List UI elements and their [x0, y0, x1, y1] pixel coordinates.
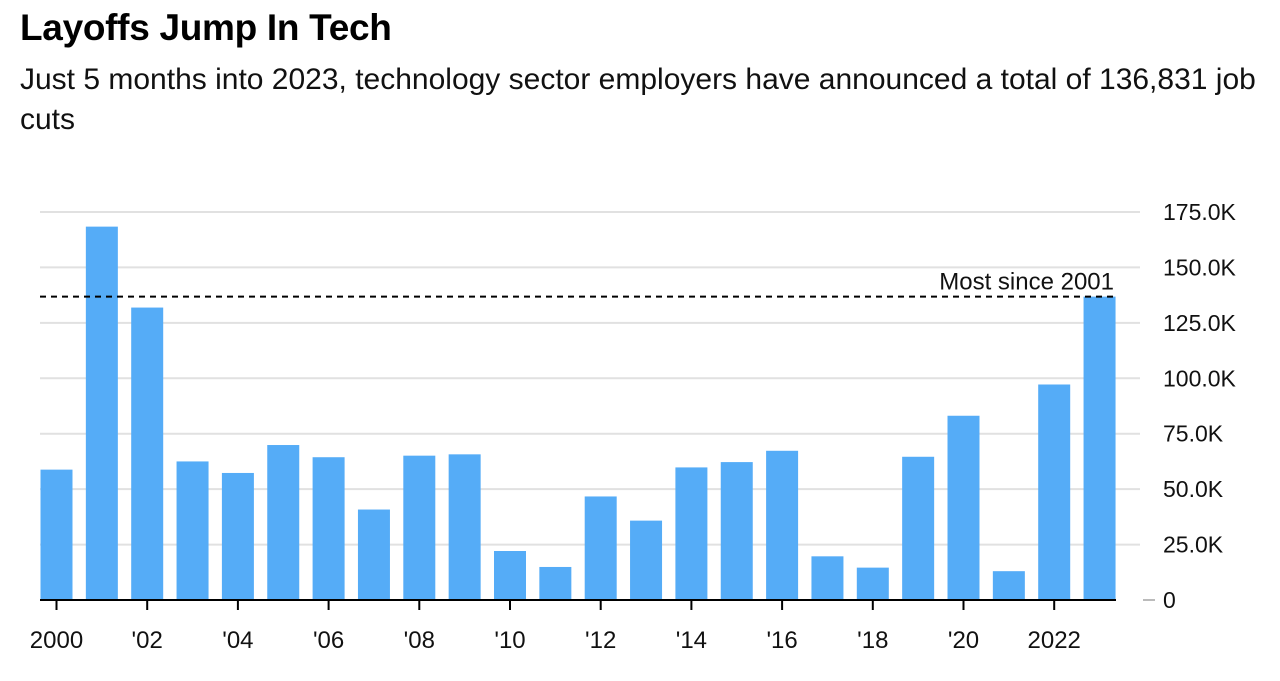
y-tick-label: 175.0K — [1163, 199, 1237, 225]
x-tick-label: '20 — [948, 627, 979, 654]
bar — [267, 445, 300, 600]
chart-title: Layoffs Jump In Tech — [20, 7, 392, 48]
x-tick-label: 2000 — [30, 627, 83, 654]
bar — [539, 566, 572, 600]
bar — [766, 450, 799, 600]
x-tick-label: '10 — [494, 627, 525, 654]
bars — [40, 226, 1116, 600]
y-tick-label: 75.0K — [1163, 421, 1224, 447]
bar — [675, 467, 708, 600]
x-tick-label: '08 — [404, 627, 435, 654]
x-tick-label: '06 — [313, 627, 344, 654]
bar — [720, 462, 753, 600]
x-tick-label: '18 — [857, 627, 888, 654]
y-tick-label: 125.0K — [1163, 310, 1237, 336]
bar — [992, 571, 1025, 600]
bar — [40, 469, 73, 600]
bar — [947, 415, 980, 600]
x-tick-label: '12 — [585, 627, 616, 654]
y-tick-label: 150.0K — [1163, 254, 1237, 280]
bar — [1083, 296, 1116, 600]
bar — [902, 456, 935, 600]
chart-subtitle: Just 5 months into 2023, technology sect… — [20, 63, 1256, 136]
y-tick-label: 100.0K — [1163, 365, 1237, 391]
x-tick-label: 2022 — [1028, 627, 1081, 654]
bar — [403, 455, 436, 600]
bar — [494, 551, 526, 600]
bar — [221, 472, 254, 600]
bar — [856, 567, 889, 600]
bar — [584, 496, 617, 600]
bar — [811, 556, 844, 600]
bar — [312, 457, 345, 600]
bar — [1038, 384, 1071, 600]
bar — [176, 461, 209, 600]
y-tick-label: 0 — [1163, 587, 1176, 613]
x-tick-label: '14 — [676, 627, 707, 654]
bar — [357, 509, 390, 600]
bar — [630, 520, 663, 600]
y-tick-label: 50.0K — [1163, 476, 1224, 502]
bar — [85, 226, 118, 600]
x-tick-label: '16 — [766, 627, 797, 654]
reference-line-group: Most since 2001 — [40, 269, 1116, 298]
bar — [448, 454, 481, 600]
bar — [131, 307, 164, 600]
x-tick-label: '04 — [222, 627, 253, 654]
axes: 0 25.0K 50.0K 75.0K 100.0K 125.0K 150.0K 175.0K… — [30, 199, 1237, 654]
x-tick-label: '02 — [132, 627, 163, 654]
reference-line-label: Most since 2001 — [939, 269, 1114, 296]
y-tick-label: 25.0K — [1163, 532, 1224, 558]
